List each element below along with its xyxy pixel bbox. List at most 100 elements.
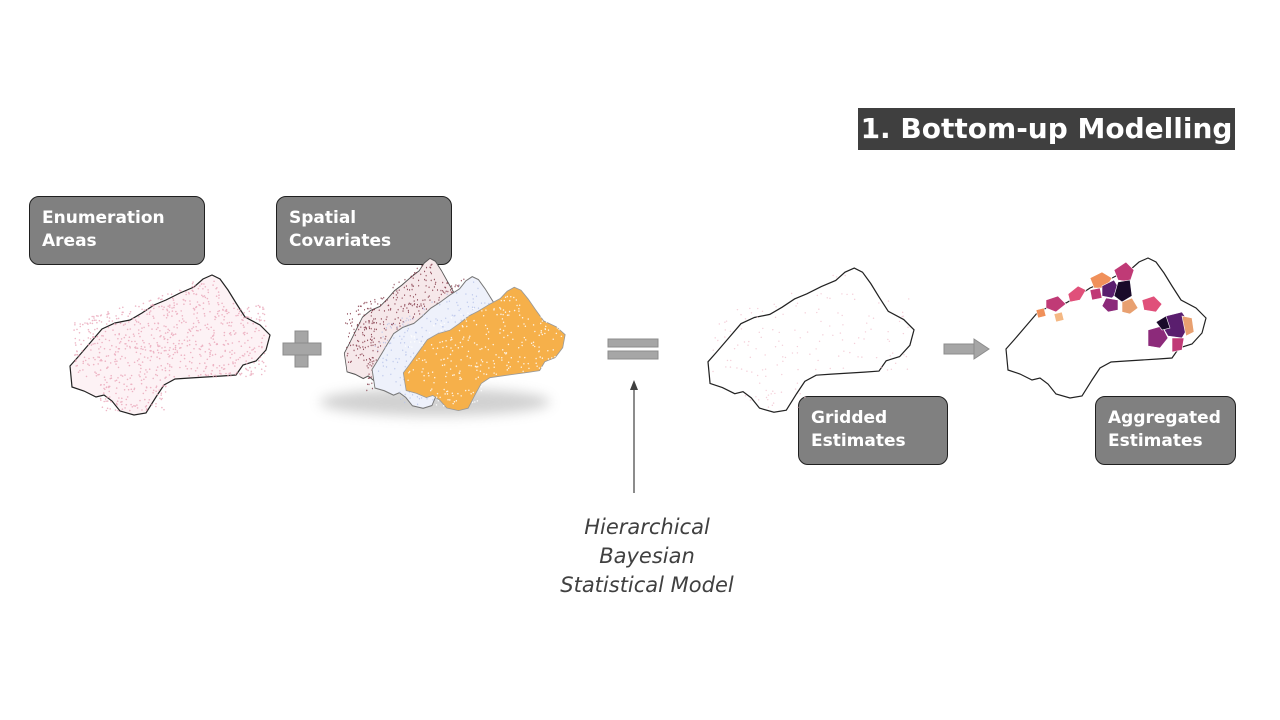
- texture-dot: [457, 284, 459, 287]
- texture-dot: [503, 352, 506, 354]
- texture-dot: [410, 335, 413, 337]
- texture-dot: [447, 308, 449, 310]
- texture-dot: [367, 377, 369, 380]
- texture-dot: [99, 369, 102, 371]
- texture-dot: [255, 305, 257, 307]
- texture-dot: [744, 318, 747, 320]
- texture-dot: [851, 293, 854, 295]
- texture-dot: [442, 346, 444, 349]
- texture-dot: [479, 348, 481, 351]
- texture-dot: [148, 300, 151, 302]
- texture-dot: [535, 362, 537, 365]
- texture-dot: [145, 376, 147, 378]
- texture-dot: [151, 304, 154, 307]
- texture-dot: [204, 367, 207, 370]
- texture-dot: [349, 341, 351, 344]
- texture-dot: [740, 368, 743, 370]
- texture-dot: [457, 304, 459, 307]
- texture-dot: [79, 369, 81, 372]
- texture-dot: [784, 356, 787, 359]
- texture-dot: [210, 326, 212, 329]
- texture-dot: [143, 326, 145, 329]
- texture-dot: [202, 307, 205, 310]
- texture-dot: [166, 362, 169, 365]
- texture-dot: [89, 322, 92, 324]
- texture-dot: [418, 357, 420, 360]
- texture-dot: [133, 324, 136, 326]
- texture-dot: [97, 363, 99, 365]
- texture-dot: [431, 263, 433, 266]
- texture-dot: [412, 352, 415, 355]
- texture-dot: [542, 308, 545, 311]
- texture-dot: [403, 341, 406, 344]
- texture-dot: [487, 337, 490, 340]
- texture-dot: [844, 274, 846, 277]
- texture-dot: [363, 302, 365, 305]
- texture-dot: [264, 370, 266, 372]
- texture-dot: [870, 328, 872, 330]
- texture-dot: [755, 396, 757, 398]
- texture-dot: [185, 291, 187, 293]
- texture-dot: [193, 286, 195, 289]
- texture-dot: [224, 310, 227, 312]
- texture-dot: [110, 377, 113, 379]
- texture-dot: [857, 356, 859, 358]
- texture-dot: [152, 350, 155, 353]
- texture-dot: [178, 342, 180, 345]
- texture-dot: [160, 352, 162, 354]
- texture-dot: [446, 357, 449, 359]
- texture-dot: [443, 388, 445, 391]
- texture-dot: [100, 314, 103, 316]
- texture-dot: [195, 343, 197, 346]
- texture-dot: [797, 368, 799, 371]
- texture-dot: [83, 356, 86, 359]
- texture-dot: [415, 293, 417, 296]
- texture-dot: [251, 349, 253, 351]
- texture-dot: [412, 296, 415, 298]
- texture-dot: [778, 340, 780, 342]
- texture-dot: [428, 286, 430, 289]
- texture-dot: [418, 341, 421, 344]
- texture-dot: [518, 307, 520, 310]
- texture-dot: [527, 362, 529, 365]
- texture-dot: [374, 318, 376, 320]
- texture-dot: [415, 271, 417, 274]
- texture-dot: [157, 345, 159, 347]
- texture-dot: [849, 351, 851, 354]
- texture-dot: [462, 338, 464, 340]
- aggregated-estimates-label: Aggregated Estimates: [1095, 396, 1236, 465]
- texture-dot: [396, 328, 398, 330]
- texture-dot: [96, 321, 98, 324]
- texture-dot: [756, 374, 759, 377]
- texture-dot: [225, 308, 228, 311]
- texture-dot: [258, 320, 261, 322]
- texture-dot: [155, 328, 158, 331]
- texture-dot: [467, 315, 469, 317]
- texture-dot: [161, 305, 163, 308]
- texture-dot: [795, 305, 797, 307]
- texture-dot: [230, 375, 232, 377]
- texture-dot: [451, 338, 453, 341]
- texture-dot: [373, 330, 375, 333]
- texture-dot: [818, 340, 821, 343]
- texture-dot: [449, 289, 452, 291]
- texture-dot: [173, 302, 175, 304]
- texture-dot: [366, 365, 368, 367]
- texture-dot: [245, 367, 247, 370]
- texture-dot: [346, 354, 348, 357]
- texture-dot: [158, 357, 161, 360]
- texture-dot: [730, 359, 732, 362]
- texture-dot: [119, 358, 122, 360]
- texture-dot: [223, 319, 225, 321]
- texture-dot: [714, 337, 716, 339]
- texture-dot: [228, 321, 231, 324]
- texture-dot: [767, 398, 769, 401]
- texture-dot: [174, 346, 177, 349]
- texture-dot: [451, 314, 453, 317]
- texture-dot: [507, 334, 509, 337]
- texture-dot: [394, 318, 396, 321]
- texture-dot: [237, 358, 240, 361]
- texture-dot: [472, 391, 475, 394]
- texture-dot: [368, 320, 371, 322]
- texture-dot: [422, 342, 425, 344]
